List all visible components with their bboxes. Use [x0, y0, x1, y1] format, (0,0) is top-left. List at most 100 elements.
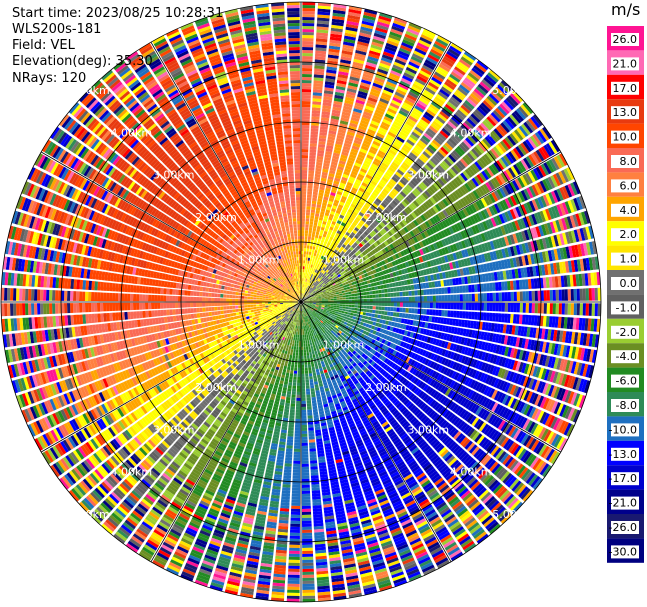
radar-bin — [581, 273, 586, 286]
radar-bin — [428, 267, 433, 274]
radar-bin — [517, 268, 522, 279]
radar-bin — [568, 245, 574, 258]
radar-bin — [453, 286, 457, 294]
radar-bin — [313, 222, 318, 226]
radar-bin — [540, 290, 544, 301]
radar-bin — [303, 260, 306, 264]
radar-bin — [291, 104, 301, 108]
radar-bin — [390, 277, 395, 283]
radar-bin — [388, 278, 392, 283]
radar-bin — [425, 282, 430, 289]
radar-bin — [457, 260, 463, 268]
radar-bin — [292, 248, 296, 252]
radar-bin — [287, 233, 291, 238]
radar-bin — [413, 284, 418, 290]
radar-bin — [432, 295, 436, 302]
radar-bin — [324, 295, 328, 297]
radar-bin — [301, 149, 309, 153]
radar-bin — [453, 269, 458, 277]
radar-bin — [312, 197, 317, 202]
radar-bin — [378, 298, 382, 302]
radar-bin — [530, 278, 535, 289]
radar-bin — [498, 281, 502, 291]
radar-bin — [288, 173, 294, 177]
radar-bin — [576, 259, 582, 272]
radar-bin — [294, 233, 298, 237]
radar-bin — [472, 256, 477, 265]
radar-bin — [537, 290, 541, 301]
radar-bin — [312, 255, 316, 260]
radar-bin — [345, 292, 349, 295]
radar-bin — [297, 218, 301, 222]
radar-bin — [321, 294, 325, 297]
radar-bin — [436, 273, 441, 280]
radar-bin — [310, 128, 319, 132]
radar-bin — [585, 242, 592, 256]
radar-bin — [330, 295, 334, 298]
radar-bin — [292, 245, 296, 249]
radar-bin — [440, 264, 445, 272]
radar-bin — [450, 286, 454, 294]
radar-bin — [408, 290, 412, 296]
radar-bin — [305, 254, 309, 258]
radar-bin — [396, 297, 400, 302]
radar-bin — [306, 266, 309, 270]
radar-bin — [572, 274, 577, 287]
radar-bin — [459, 294, 463, 302]
radar-bin — [395, 287, 400, 292]
radar-bin — [345, 294, 349, 298]
radar-bin — [550, 235, 556, 248]
radar-bin — [527, 278, 532, 289]
radar-bin — [290, 200, 296, 204]
radar-bin — [285, 200, 291, 205]
radar-bin — [306, 212, 310, 216]
radar-bin — [311, 236, 315, 241]
radar-bin — [304, 266, 307, 270]
radar-bin — [330, 293, 334, 296]
radar-bin — [360, 292, 364, 296]
radar-bin — [299, 260, 301, 263]
radar-bin — [311, 233, 315, 238]
radar-bin — [286, 209, 292, 213]
radar-bin — [343, 287, 348, 291]
radar-bin — [291, 203, 296, 207]
radar-bin — [290, 86, 300, 90]
radar-bin — [301, 101, 311, 105]
radar-bin — [296, 275, 299, 279]
radar-bin — [292, 125, 301, 129]
radar-bin — [412, 278, 417, 284]
radar-bin — [296, 272, 299, 276]
radar-bin — [283, 131, 292, 135]
radar-bin — [567, 260, 573, 273]
radar-bin — [582, 258, 588, 271]
radar-bin — [480, 283, 484, 292]
radar-bin — [318, 295, 322, 298]
radar-bin — [307, 236, 311, 240]
radar-bin — [289, 227, 294, 231]
radar-bin — [288, 32, 300, 36]
radar-bin — [549, 290, 553, 301]
radar-bin — [506, 258, 512, 269]
radar-bin — [302, 89, 312, 93]
radar-bin — [333, 298, 337, 301]
radar-bin — [293, 251, 296, 255]
radar-bin — [313, 225, 317, 229]
radar-bin — [507, 247, 513, 257]
radar-bin — [372, 294, 376, 298]
radar-bin — [359, 286, 363, 290]
radar-bin — [588, 288, 592, 301]
radar-bin — [502, 270, 507, 280]
radar-bin — [295, 248, 299, 252]
radar-bin — [294, 173, 301, 177]
radar-bin — [302, 53, 313, 57]
radar-bin — [286, 230, 290, 235]
radar-bin — [534, 290, 538, 301]
radar-bin — [447, 270, 452, 278]
radar-bin — [318, 296, 322, 299]
radar-bin — [301, 107, 311, 111]
radar-bin — [335, 292, 340, 295]
radar-bin — [538, 252, 544, 263]
radar-bin — [350, 288, 354, 292]
radar-bin — [468, 266, 473, 275]
radar-bin — [291, 107, 301, 111]
